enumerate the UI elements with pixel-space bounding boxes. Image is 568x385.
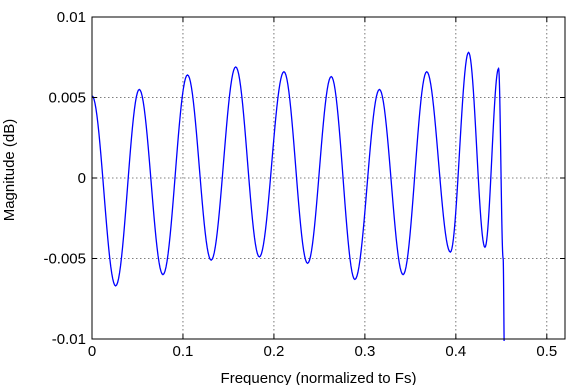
series-line [92, 51, 505, 341]
x-tick-label: 0.3 [354, 343, 375, 360]
x-tick-label: 0.2 [263, 343, 284, 360]
ticks [91, 16, 565, 340]
y-tick-label: -0.005 [43, 251, 86, 268]
x-tick-label: 0 [88, 343, 96, 360]
y-axis-label: Magnitude (dB) [1, 119, 18, 222]
y-tick-label: 0.005 [48, 90, 86, 107]
x-tick-label: 0.4 [445, 343, 466, 360]
x-tick-label: 0.5 [536, 343, 557, 360]
y-tick-label: 0.01 [57, 9, 86, 26]
x-tick-label: 0.1 [173, 343, 194, 360]
grid [92, 17, 565, 339]
series-layer [92, 51, 505, 341]
x-axis-label: Frequency (normalized to Fs) [221, 370, 417, 385]
y-tick-label: -0.01 [52, 331, 86, 348]
tick-labels: 0 0.1 0.2 0.3 0.4 0.5 0.01 0.005 0 -0.005 -0.01 [43, 9, 557, 360]
y-tick-label: 0 [78, 170, 86, 187]
